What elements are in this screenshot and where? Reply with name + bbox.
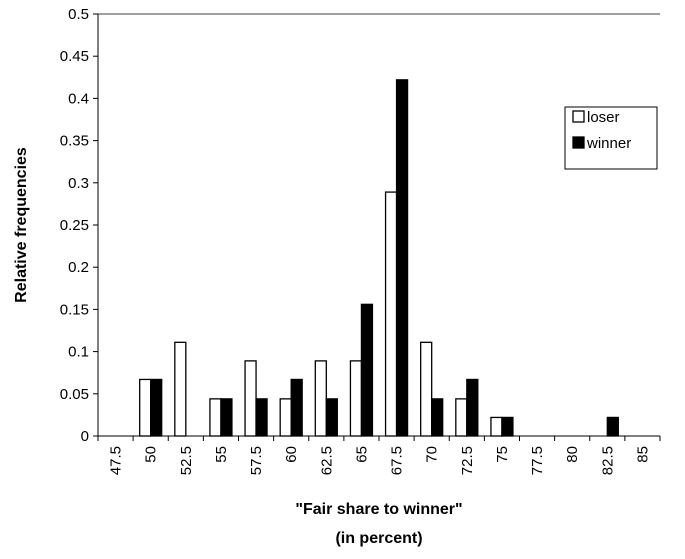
- bar-loser: [384, 191, 398, 437]
- x-tick-label: 75: [494, 446, 511, 463]
- axis-titles: Relative frequencies "Fair share to winne…: [13, 147, 463, 547]
- y-tick-label: 0.5: [68, 6, 89, 23]
- x-tick-label: 77.5: [529, 446, 546, 475]
- y-tick-label: 0.05: [60, 386, 89, 403]
- bar-loser: [244, 360, 257, 437]
- bar-winner: [150, 378, 163, 437]
- x-tick-label: 62.5: [318, 446, 335, 475]
- x-tick-label: 80: [564, 446, 581, 463]
- y-tick-label: 0.35: [60, 133, 89, 150]
- y-tick-label: 0.2: [68, 259, 89, 276]
- bar-loser: [209, 398, 222, 437]
- y-tick-label: 0.45: [60, 48, 89, 65]
- y-axis: 0 0.05 0.1 0.15 0.2 0.25 0.3 0.35 0.4 0.45 0.5: [60, 6, 99, 445]
- bar-loser: [279, 398, 292, 437]
- bar-loser: [349, 360, 363, 437]
- legend-swatch-loser: [572, 110, 585, 123]
- y-tick-label: 0.25: [60, 217, 89, 234]
- x-tick-label: 85: [634, 446, 651, 463]
- legend: loser winner: [564, 106, 658, 170]
- y-axis-title: Relative frequencies: [13, 147, 30, 303]
- x-axis-title-line: (in percent): [335, 530, 422, 547]
- bar-winner: [395, 79, 409, 437]
- x-tick-label: 50: [143, 446, 160, 463]
- bar-loser: [420, 341, 433, 437]
- bar-winner: [501, 416, 514, 437]
- x-tick-label: 57.5: [248, 446, 265, 475]
- bar-loser: [490, 416, 503, 437]
- bar-winner: [606, 416, 619, 437]
- x-axis-title-line: "Fair share to winner": [295, 501, 462, 518]
- x-tick-label: 60: [283, 446, 300, 463]
- y-tick-label: 0.3: [68, 175, 89, 192]
- y-tick-label: 0: [81, 428, 89, 445]
- x-tick-label: 65: [353, 446, 370, 463]
- x-tick-label: 52.5: [178, 446, 195, 475]
- x-tick-label: 82.5: [599, 446, 616, 475]
- bar-winner: [325, 398, 338, 437]
- bar-loser: [139, 378, 152, 437]
- bar-winner: [220, 398, 233, 437]
- legend-label-winner: winner: [586, 135, 631, 152]
- x-tick-label: 70: [424, 446, 441, 463]
- y-tick-label: 0.1: [68, 344, 89, 361]
- bar-loser: [455, 398, 468, 437]
- x-tick-label: 47.5: [108, 446, 125, 475]
- x-tick-label: 72.5: [459, 446, 476, 475]
- legend-label-loser: loser: [587, 109, 620, 126]
- bar-winner: [255, 398, 268, 437]
- bar-winner: [360, 303, 374, 437]
- y-tick-label: 0.4: [68, 90, 89, 107]
- bar-winner: [431, 398, 444, 437]
- bar-loser: [174, 341, 187, 437]
- bar-winner: [290, 378, 303, 437]
- y-tick-label: 0.15: [60, 301, 89, 318]
- legend-swatch-winner: [572, 136, 585, 149]
- x-tick-label: 67.5: [389, 446, 406, 475]
- x-tick-label: 55: [213, 446, 230, 463]
- x-axis: 47.5 50 52.5 55 57.5 60 62.5 65 67.5 70 72.5 75 77.5…: [97, 435, 661, 475]
- bar-winner: [466, 378, 479, 437]
- bar-loser: [314, 360, 327, 437]
- bars-layer: [139, 79, 619, 437]
